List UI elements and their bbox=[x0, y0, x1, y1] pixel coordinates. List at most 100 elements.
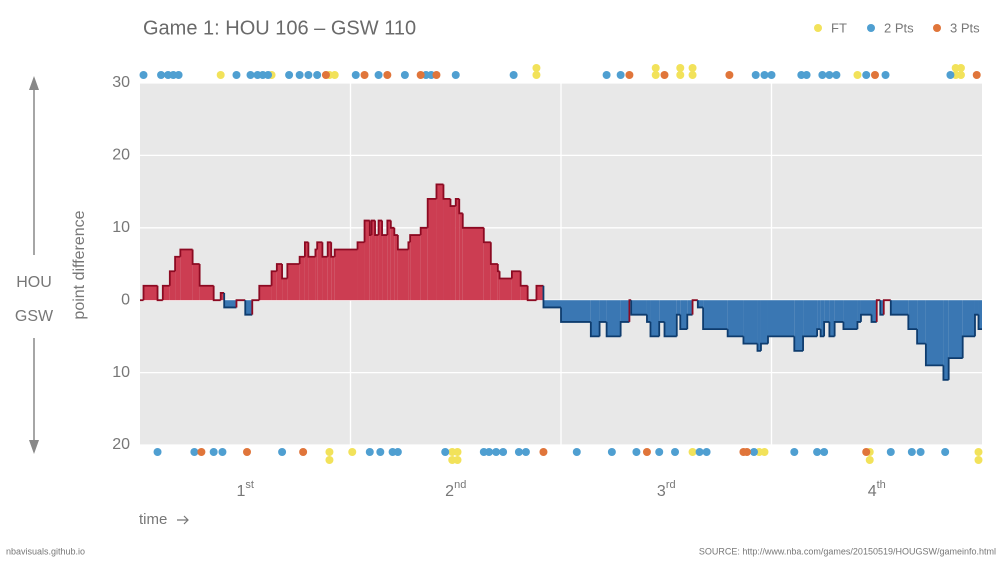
step-line bbox=[833, 321, 844, 337]
step-line bbox=[649, 321, 660, 338]
score-dot bbox=[197, 448, 206, 456]
score-dot bbox=[625, 71, 634, 79]
step-area bbox=[462, 227, 484, 301]
step-area bbox=[199, 285, 214, 301]
step-line bbox=[823, 321, 830, 337]
score-dot bbox=[790, 448, 799, 456]
score-dot bbox=[813, 448, 822, 456]
step-line bbox=[377, 219, 383, 236]
score-dot bbox=[325, 456, 334, 464]
score-dot bbox=[886, 448, 895, 456]
step-line bbox=[924, 343, 944, 367]
score-dot bbox=[218, 448, 227, 456]
period-label: 4th bbox=[868, 479, 886, 500]
step-area bbox=[490, 264, 498, 301]
score-dot bbox=[767, 71, 776, 79]
step-line bbox=[454, 197, 460, 207]
score-dot bbox=[832, 71, 841, 79]
step-line bbox=[393, 227, 398, 236]
step-line bbox=[702, 307, 728, 331]
period-label: 2nd bbox=[445, 479, 466, 500]
score-dot bbox=[676, 64, 685, 72]
step-area bbox=[917, 300, 926, 344]
step-area bbox=[304, 242, 309, 301]
step-area bbox=[327, 242, 332, 301]
step-area bbox=[646, 300, 651, 322]
step-area bbox=[394, 235, 398, 301]
score-dot bbox=[304, 71, 313, 79]
score-dot bbox=[313, 71, 322, 79]
step-area bbox=[387, 220, 391, 301]
step-line bbox=[386, 219, 391, 236]
period-label: 3rd bbox=[657, 479, 676, 500]
score-dot bbox=[325, 448, 334, 456]
step-area bbox=[371, 220, 376, 301]
step-line bbox=[258, 284, 272, 301]
step-area bbox=[271, 271, 277, 301]
step-area bbox=[162, 285, 170, 301]
step-line bbox=[679, 314, 688, 331]
step-line bbox=[142, 284, 158, 301]
step-line bbox=[942, 365, 949, 381]
step-line bbox=[816, 328, 821, 337]
step-area bbox=[820, 300, 825, 337]
score-dot bbox=[321, 71, 330, 79]
score-dot bbox=[655, 448, 664, 456]
step-area bbox=[962, 300, 975, 337]
y-tick-label: 20 bbox=[112, 147, 130, 164]
score-dot bbox=[825, 71, 834, 79]
step-area bbox=[334, 249, 358, 301]
step-area bbox=[871, 300, 877, 322]
score-dot bbox=[376, 448, 385, 456]
step-line bbox=[461, 213, 484, 229]
step-line bbox=[161, 284, 170, 301]
step-area bbox=[680, 300, 688, 330]
score-dot bbox=[209, 448, 218, 456]
score-dot bbox=[974, 448, 983, 456]
step-area bbox=[659, 300, 665, 322]
step-line bbox=[907, 314, 918, 331]
step-line bbox=[646, 314, 651, 323]
y-tick-label: 0 bbox=[121, 291, 130, 308]
step-line bbox=[560, 307, 591, 323]
x-arrow bbox=[177, 515, 189, 525]
score-dot bbox=[299, 448, 308, 456]
step-area bbox=[599, 300, 607, 322]
score-dot bbox=[642, 448, 651, 456]
score-dot bbox=[695, 448, 704, 456]
step-area bbox=[606, 300, 621, 337]
step-line bbox=[374, 220, 379, 236]
score-dot bbox=[190, 448, 199, 456]
step-area bbox=[175, 256, 181, 301]
score-dot bbox=[351, 71, 360, 79]
step-line bbox=[389, 220, 395, 229]
legend-label: 3 Pts bbox=[950, 20, 980, 35]
step-area bbox=[925, 300, 944, 366]
score-dot bbox=[742, 448, 751, 456]
step-line bbox=[535, 284, 544, 301]
step-area bbox=[436, 184, 444, 301]
step-line bbox=[435, 183, 444, 199]
step-area bbox=[245, 300, 253, 315]
step-line bbox=[498, 271, 512, 280]
step-line bbox=[356, 241, 365, 250]
score-dot bbox=[453, 448, 462, 456]
chart-title: Game 1: HOU 106 – GSW 110 bbox=[143, 17, 416, 39]
step-line bbox=[974, 313, 979, 337]
step-area bbox=[259, 285, 272, 301]
step-area bbox=[631, 300, 647, 315]
score-dot bbox=[509, 71, 518, 79]
step-line bbox=[426, 197, 437, 228]
step-area bbox=[322, 256, 328, 301]
step-line bbox=[333, 248, 358, 257]
step-line bbox=[828, 321, 835, 338]
step-line bbox=[542, 285, 561, 309]
step-line bbox=[191, 249, 200, 265]
score-dot bbox=[881, 71, 890, 79]
score-dot bbox=[760, 448, 769, 456]
step-area bbox=[143, 285, 158, 301]
score-dot bbox=[153, 448, 162, 456]
score-dot bbox=[532, 64, 541, 72]
arrowhead bbox=[29, 76, 39, 90]
step-line bbox=[879, 300, 884, 316]
